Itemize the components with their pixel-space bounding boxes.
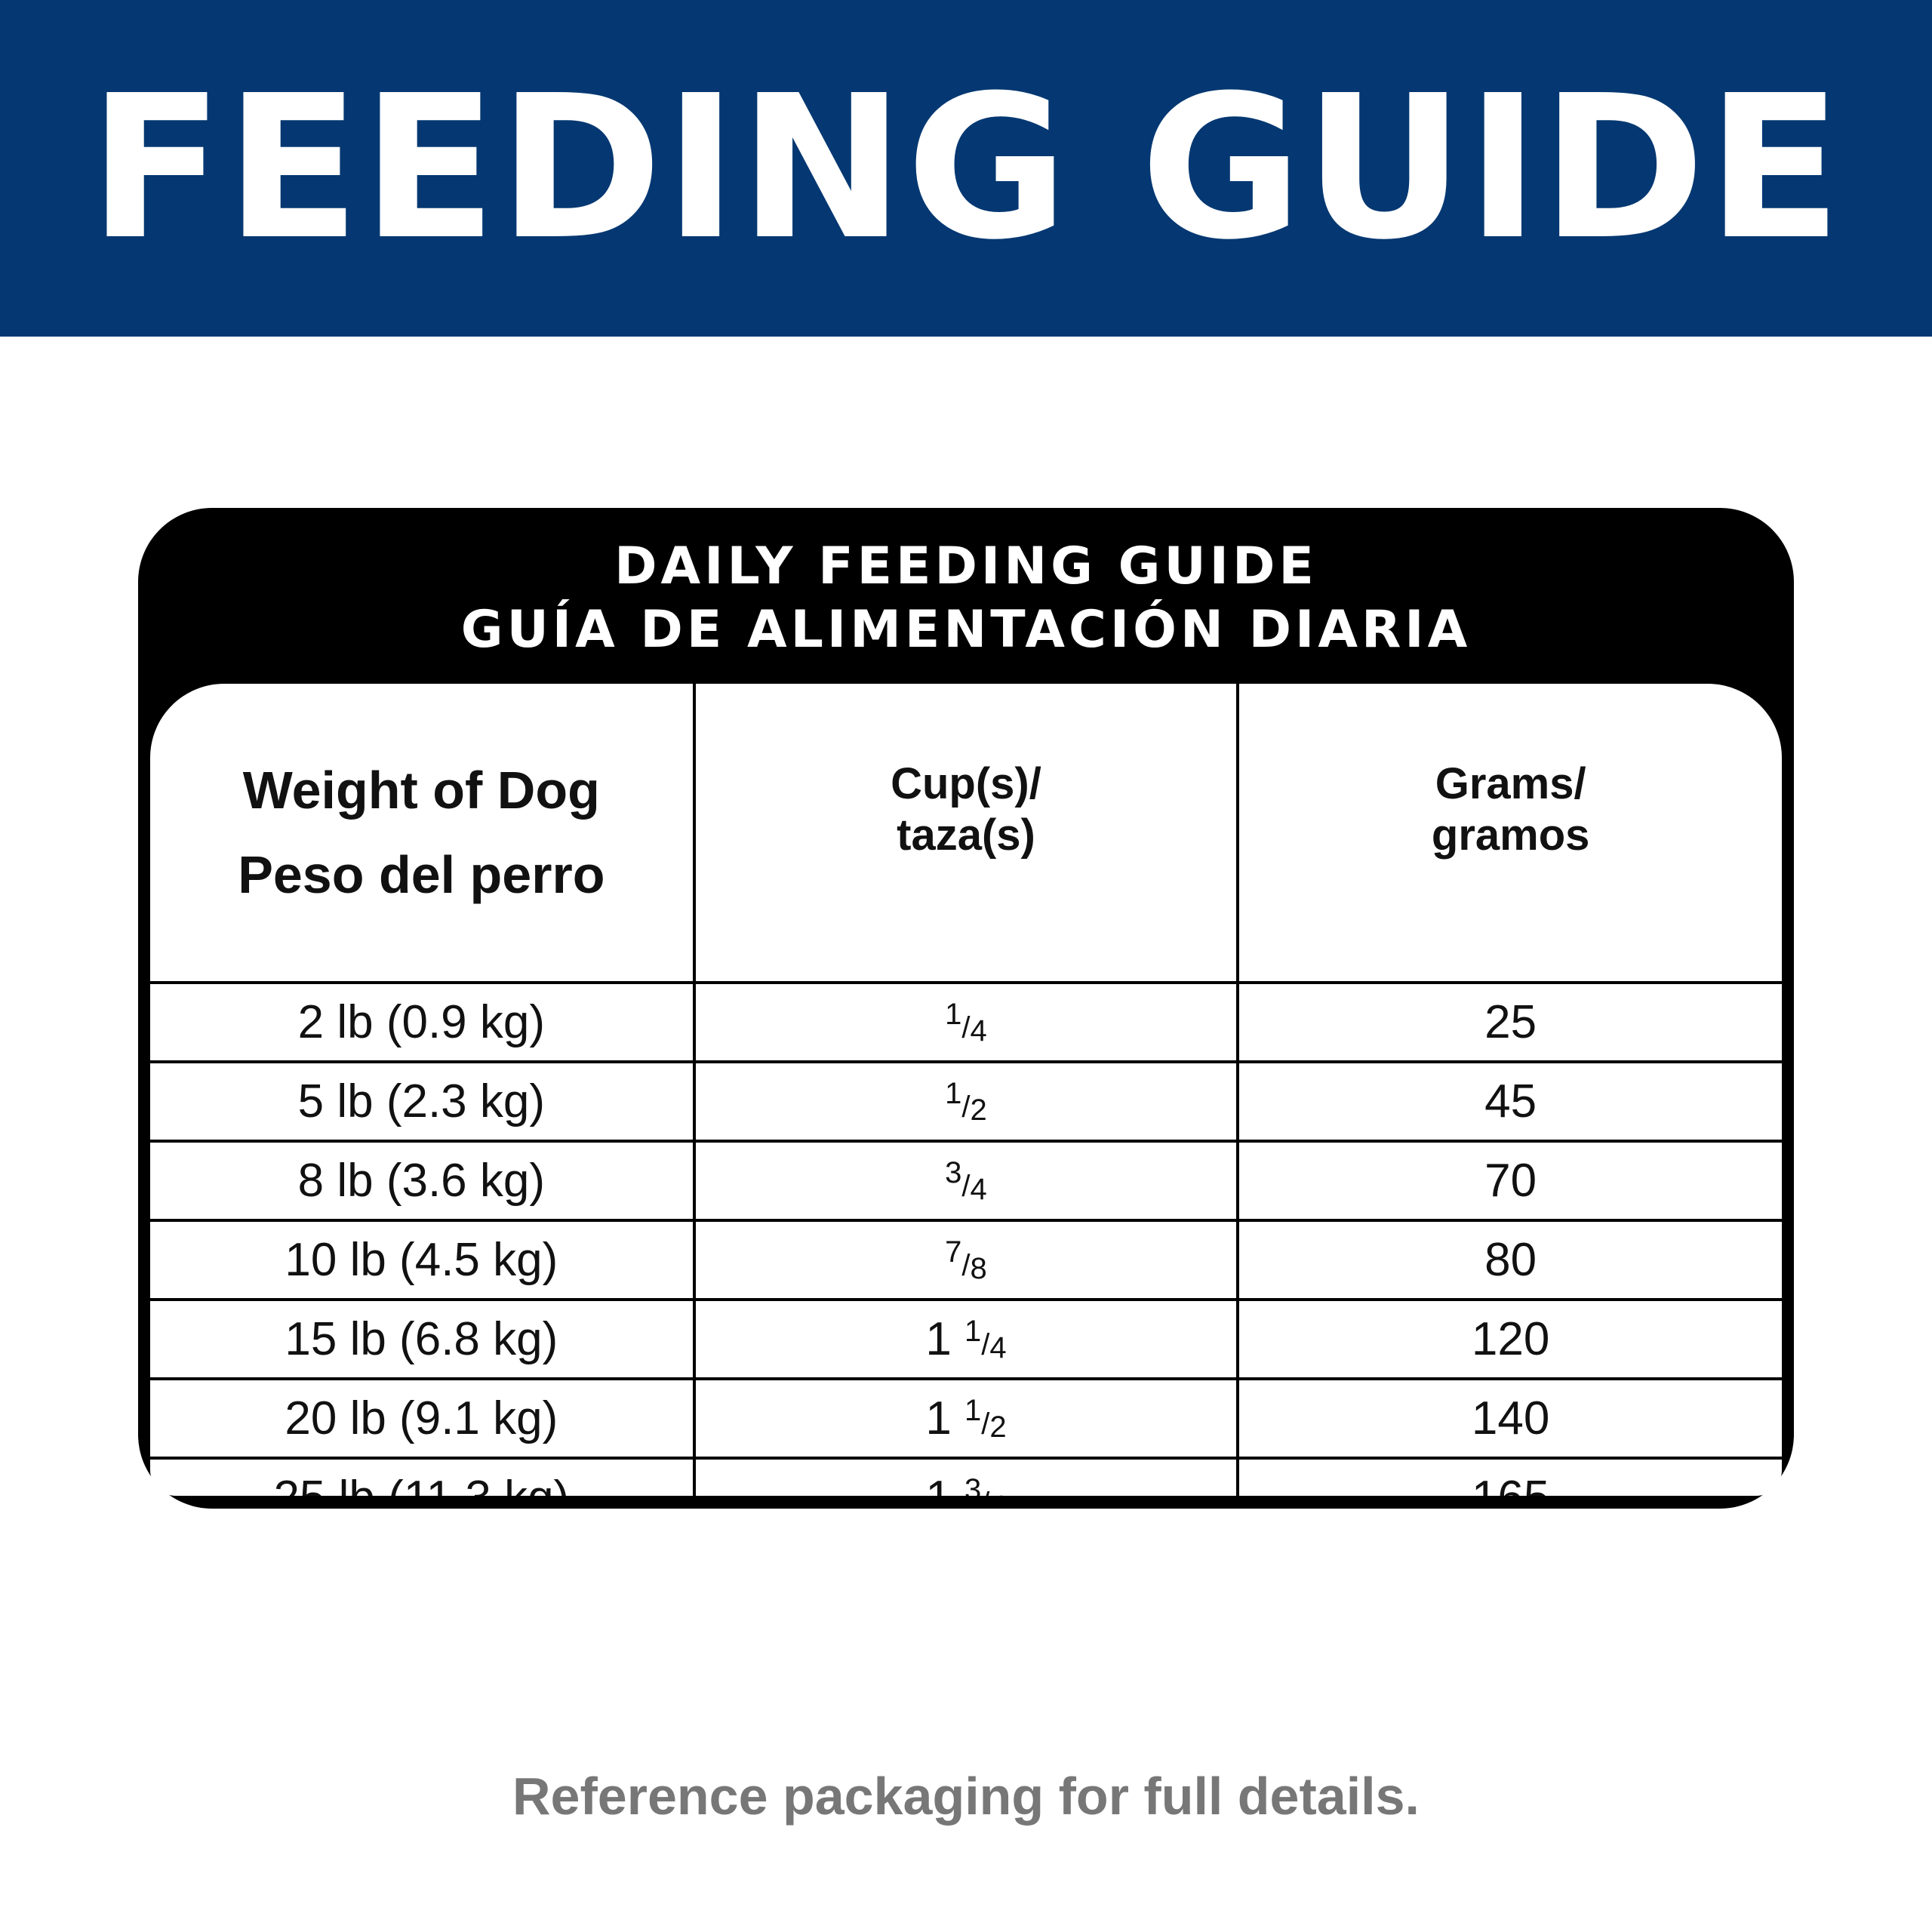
column-header-line: Peso del perro <box>238 845 605 904</box>
table-cell: 7/8 <box>692 1219 1240 1301</box>
table-cell: 15 lb (6.8 kg) <box>150 1298 696 1380</box>
table-cell: 20 lb (9.1 kg) <box>150 1377 696 1460</box>
table-row: 15 lb (6.8 kg) 1 1/4 120 <box>150 1298 1782 1380</box>
table-cell: 10 lb (4.5 kg) <box>150 1219 696 1301</box>
column-header-line: Weight of Dog <box>242 761 600 820</box>
banner: FEEDING GUIDE <box>0 0 1932 337</box>
column-header-line: gramos <box>1431 811 1590 860</box>
table-row: 2 lb (0.9 kg) 1/4 25 <box>150 981 1782 1063</box>
table-cell: 165 <box>1236 1457 1782 1496</box>
table-cell: 1/2 <box>692 1060 1240 1143</box>
table-cell: 25 lb (11.3 kg) <box>150 1457 696 1496</box>
table-cell: 1/4 <box>692 981 1240 1063</box>
table-panel: Weight of Dog Peso del perro Cup(s)/taza(s… <box>150 684 1782 1496</box>
table-cell: 70 <box>1236 1140 1782 1222</box>
table-row: 25 lb (11.3 kg)1 3/4165 <box>150 1457 1782 1496</box>
table-cell: 1 1/4 <box>692 1298 1240 1380</box>
table-title: GUÍA DE ALIMENTACIÓN DIARIA <box>460 600 1472 660</box>
table-cell: 3/4 <box>692 1140 1240 1222</box>
column-header-line: Grams/ <box>1435 759 1586 808</box>
table-cell: 120 <box>1236 1298 1782 1380</box>
table-row: 20 lb (9.1 kg) 1 1/2 140 <box>150 1377 1782 1460</box>
header-row: Weight of Dog Peso del perro Cup(s)/taza(s… <box>150 684 1782 984</box>
table-cell: 8 lb (3.6 kg) <box>150 1140 696 1222</box>
table-row: 8 lb (3.6 kg) 3/4 70 <box>150 1140 1782 1222</box>
feeding-table: Weight of Dog Peso del perro Cup(s)/taza(s… <box>150 684 1782 1496</box>
column-header: Weight of Dog Peso del perro <box>150 684 696 984</box>
page-title: FEEDING GUIDE <box>88 53 1844 283</box>
table-row: 5 lb (2.3 kg) 1/2 45 <box>150 1060 1782 1143</box>
footer-note: Reference packaging for full details. <box>512 1767 1420 1826</box>
table-cell: 140 <box>1236 1377 1782 1460</box>
table-cell: 5 lb (2.3 kg) <box>150 1060 696 1143</box>
table-row: 10 lb (4.5 kg) 7/8 80 <box>150 1219 1782 1301</box>
table-cell: 80 <box>1236 1219 1782 1301</box>
table-cell: 25 <box>1236 981 1782 1063</box>
table-cell: 2 lb (0.9 kg) <box>150 981 696 1063</box>
table-cell: 1 1/2 <box>692 1377 1240 1460</box>
column-header-line: Cup(s)/ <box>891 759 1041 808</box>
column-header: Cup(s)/taza(s) <box>692 684 1240 984</box>
column-header-line: taza(s) <box>897 811 1035 860</box>
table-cell: 45 <box>1236 1060 1782 1143</box>
feeding-table-card: DAILY FEEDING GUIDE GUÍA DE ALIMENTACIÓN… <box>138 508 1794 1509</box>
column-header: Grams/gramos <box>1236 684 1782 984</box>
table-cell: 1 3/4 <box>692 1457 1240 1496</box>
table-title: DAILY FEEDING GUIDE <box>614 537 1318 596</box>
